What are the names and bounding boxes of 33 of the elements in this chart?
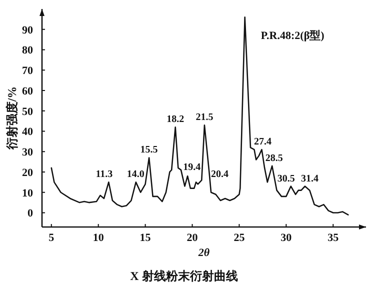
series-label: P.R.48:2(β型) — [260, 29, 325, 42]
annotation: 18.2 — [166, 114, 184, 126]
y-tick-label: 10 — [22, 187, 34, 200]
y-tick-label: 40 — [22, 126, 34, 138]
x-tick-label: 10 — [92, 232, 104, 244]
y-tick-label: 20 — [22, 166, 34, 179]
x-tick-label: 5 — [48, 232, 55, 244]
annotation: 27.4 — [254, 136, 272, 148]
x-axis-title: 2θ — [197, 247, 210, 259]
x-tick-label: 35 — [328, 232, 340, 244]
annotation: 21.5 — [196, 112, 214, 124]
annotation: 20.4 — [211, 169, 229, 180]
x-tick-label: 25 — [234, 232, 246, 244]
annotation: 11.3 — [96, 169, 113, 180]
y-tick-label: 60 — [22, 85, 34, 98]
annotation: 31.4 — [300, 173, 318, 184]
annotation: 19.4 — [183, 162, 201, 174]
y-tick-label: 30 — [22, 146, 34, 159]
y-tick-label: 0 — [28, 208, 34, 220]
x-tick-label: 15 — [140, 232, 152, 244]
text: X 射线粉末衍射曲线 — [130, 269, 238, 283]
y-tick-label: 70 — [22, 65, 34, 78]
y-tick-label: 90 — [22, 24, 34, 36]
annotation: 30.5 — [277, 173, 295, 184]
y-tick-label: 80 — [22, 44, 34, 57]
annotation: 15.5 — [140, 144, 158, 156]
line-series — [50, 16, 349, 216]
x-tick-label: 20 — [186, 232, 198, 244]
annotation: 14.0 — [126, 169, 144, 180]
x-tick-label: 30 — [280, 232, 292, 244]
y-tick-label: 50 — [22, 106, 34, 118]
annotation: 28.5 — [265, 152, 283, 164]
y-axis-title: 衍射强度/% — [5, 86, 19, 151]
